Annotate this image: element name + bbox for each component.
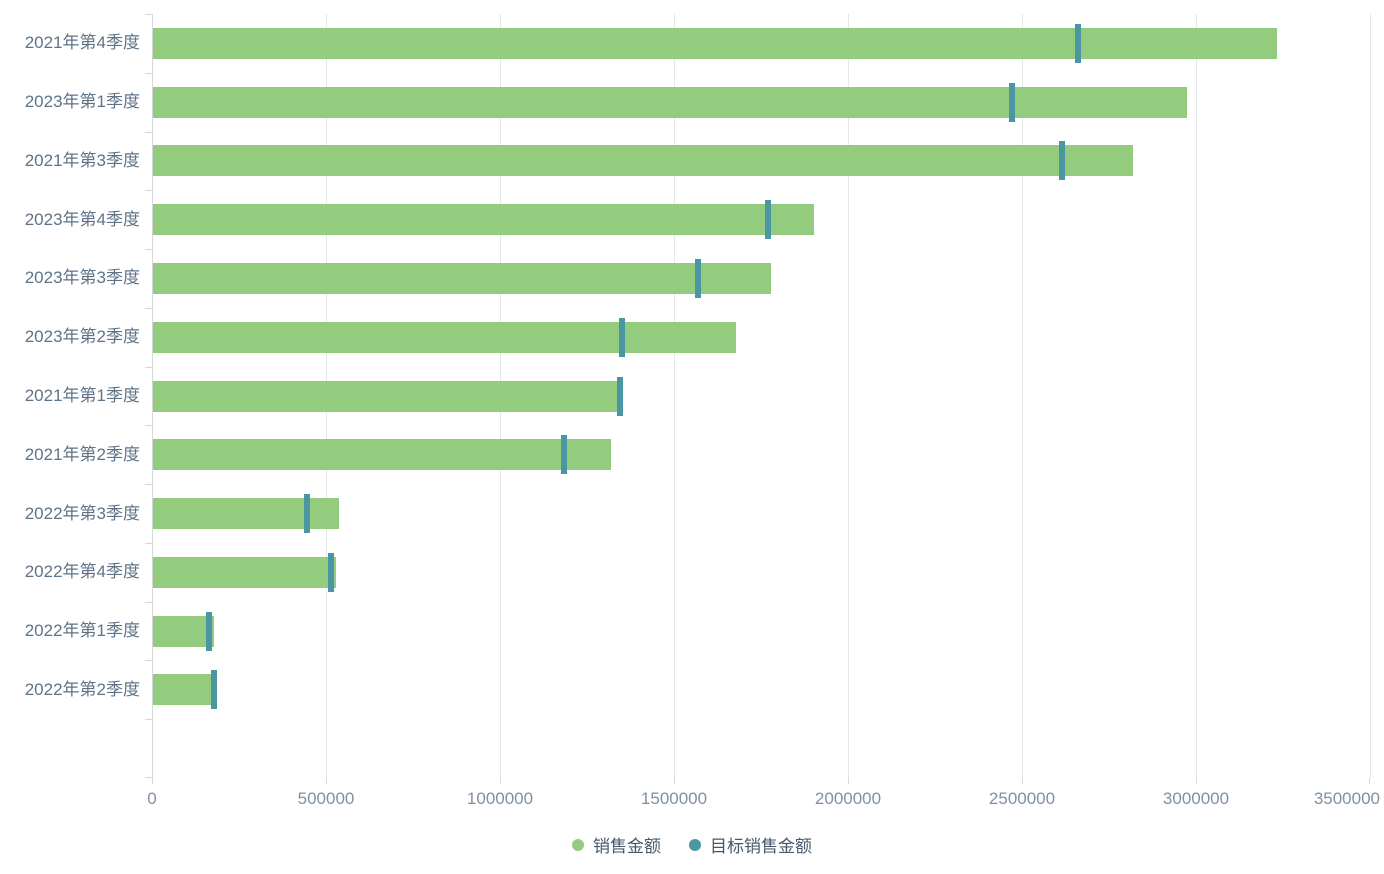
legend-label: 目标销售金额 — [710, 837, 812, 856]
x-axis-tick — [1369, 778, 1370, 784]
x-axis-tick — [326, 778, 327, 784]
target-marker[interactable] — [210, 670, 217, 710]
target-marker[interactable] — [764, 200, 771, 240]
x-axis-tick — [500, 778, 501, 784]
category-label: 2023年第2季度 — [24, 327, 140, 347]
target-marker[interactable] — [617, 376, 624, 416]
target-marker[interactable] — [328, 552, 335, 592]
vertical-gridline — [1370, 14, 1371, 778]
plot-area — [145, 14, 1371, 784]
sales-bar[interactable] — [153, 615, 214, 647]
y-axis-tick — [145, 131, 152, 133]
sales-bar[interactable] — [153, 439, 611, 471]
vertical-gridline — [848, 14, 849, 778]
y-axis-tick — [145, 14, 152, 15]
x-axis-tick — [674, 778, 675, 784]
y-axis-tick — [145, 719, 152, 721]
sales-legend-dot-icon — [572, 838, 584, 851]
target-marker[interactable] — [303, 494, 310, 534]
target-marker[interactable] — [1059, 141, 1066, 181]
category-label: 2022年第3季度 — [24, 503, 140, 523]
sales-bar[interactable] — [153, 380, 618, 412]
sales-bar[interactable] — [153, 556, 336, 588]
x-axis-tick-label: 1000000 — [466, 789, 534, 808]
x-axis-tick-label: 1500000 — [640, 789, 708, 808]
legend-item-target[interactable]: 目标销售金额 — [689, 832, 812, 857]
x-axis-tick — [152, 778, 153, 784]
legend-label: 销售金额 — [593, 837, 661, 856]
category-label: 2022年第2季度 — [24, 679, 140, 699]
y-axis-tick — [145, 307, 152, 309]
y-axis-tick — [145, 660, 152, 662]
sales-bar[interactable] — [153, 498, 340, 530]
sales-bar[interactable] — [153, 145, 1133, 177]
legend-item-sales[interactable]: 销售金额 — [572, 832, 661, 857]
y-axis-tick — [145, 777, 152, 778]
target-marker[interactable] — [561, 435, 568, 475]
sales-bar[interactable] — [153, 204, 815, 236]
vertical-gridline — [674, 14, 675, 778]
target-marker[interactable] — [695, 258, 702, 298]
y-axis-tick — [145, 72, 152, 74]
legend: 销售金额 目标销售金额 — [0, 832, 1384, 857]
x-axis-tick-label: 3000000 — [1162, 789, 1230, 808]
category-label: 2021年第1季度 — [24, 386, 140, 405]
x-axis-tick — [1022, 778, 1023, 784]
y-axis-tick — [145, 542, 152, 544]
sales-bar[interactable] — [153, 27, 1278, 59]
target-marker[interactable] — [1074, 23, 1081, 63]
y-axis-tick — [145, 190, 152, 192]
category-label: 2023年第1季度 — [24, 92, 140, 112]
y-axis-tick — [145, 366, 152, 368]
category-label: 2021年第2季度 — [24, 444, 140, 464]
y-axis-line — [152, 14, 153, 778]
target-marker[interactable] — [205, 611, 212, 651]
x-axis-tick — [1196, 778, 1197, 784]
y-axis-tick — [145, 601, 152, 603]
sales-bar[interactable] — [153, 321, 736, 353]
sales-bar[interactable] — [153, 674, 218, 706]
x-axis-tick-label: 2000000 — [814, 789, 882, 808]
target-marker[interactable] — [618, 317, 625, 357]
x-axis-tick-label: 3500000 — [1313, 789, 1380, 808]
x-axis-tick-label: 2500000 — [988, 789, 1056, 808]
category-label: 2023年第4季度 — [24, 209, 140, 229]
y-axis-tick — [145, 249, 152, 251]
y-axis-tick — [145, 484, 152, 486]
category-label: 2022年第4季度 — [24, 562, 140, 582]
category-label: 2021年第3季度 — [24, 150, 140, 170]
x-axis-tick-label: 0 — [147, 789, 157, 808]
category-label: 2023年第3季度 — [24, 268, 140, 288]
category-label: 2022年第1季度 — [24, 621, 140, 641]
target-marker[interactable] — [1008, 82, 1015, 122]
sales-bar[interactable] — [153, 262, 771, 294]
x-axis-tick-label: 500000 — [297, 789, 355, 808]
target-legend-dot-icon — [689, 838, 701, 851]
category-label: 2021年第4季度 — [24, 33, 140, 53]
sales-bar[interactable] — [153, 86, 1187, 118]
x-axis-tick — [848, 778, 849, 784]
vertical-gridline — [1022, 14, 1023, 778]
vertical-gridline — [1196, 14, 1197, 778]
y-axis-tick — [145, 425, 152, 427]
